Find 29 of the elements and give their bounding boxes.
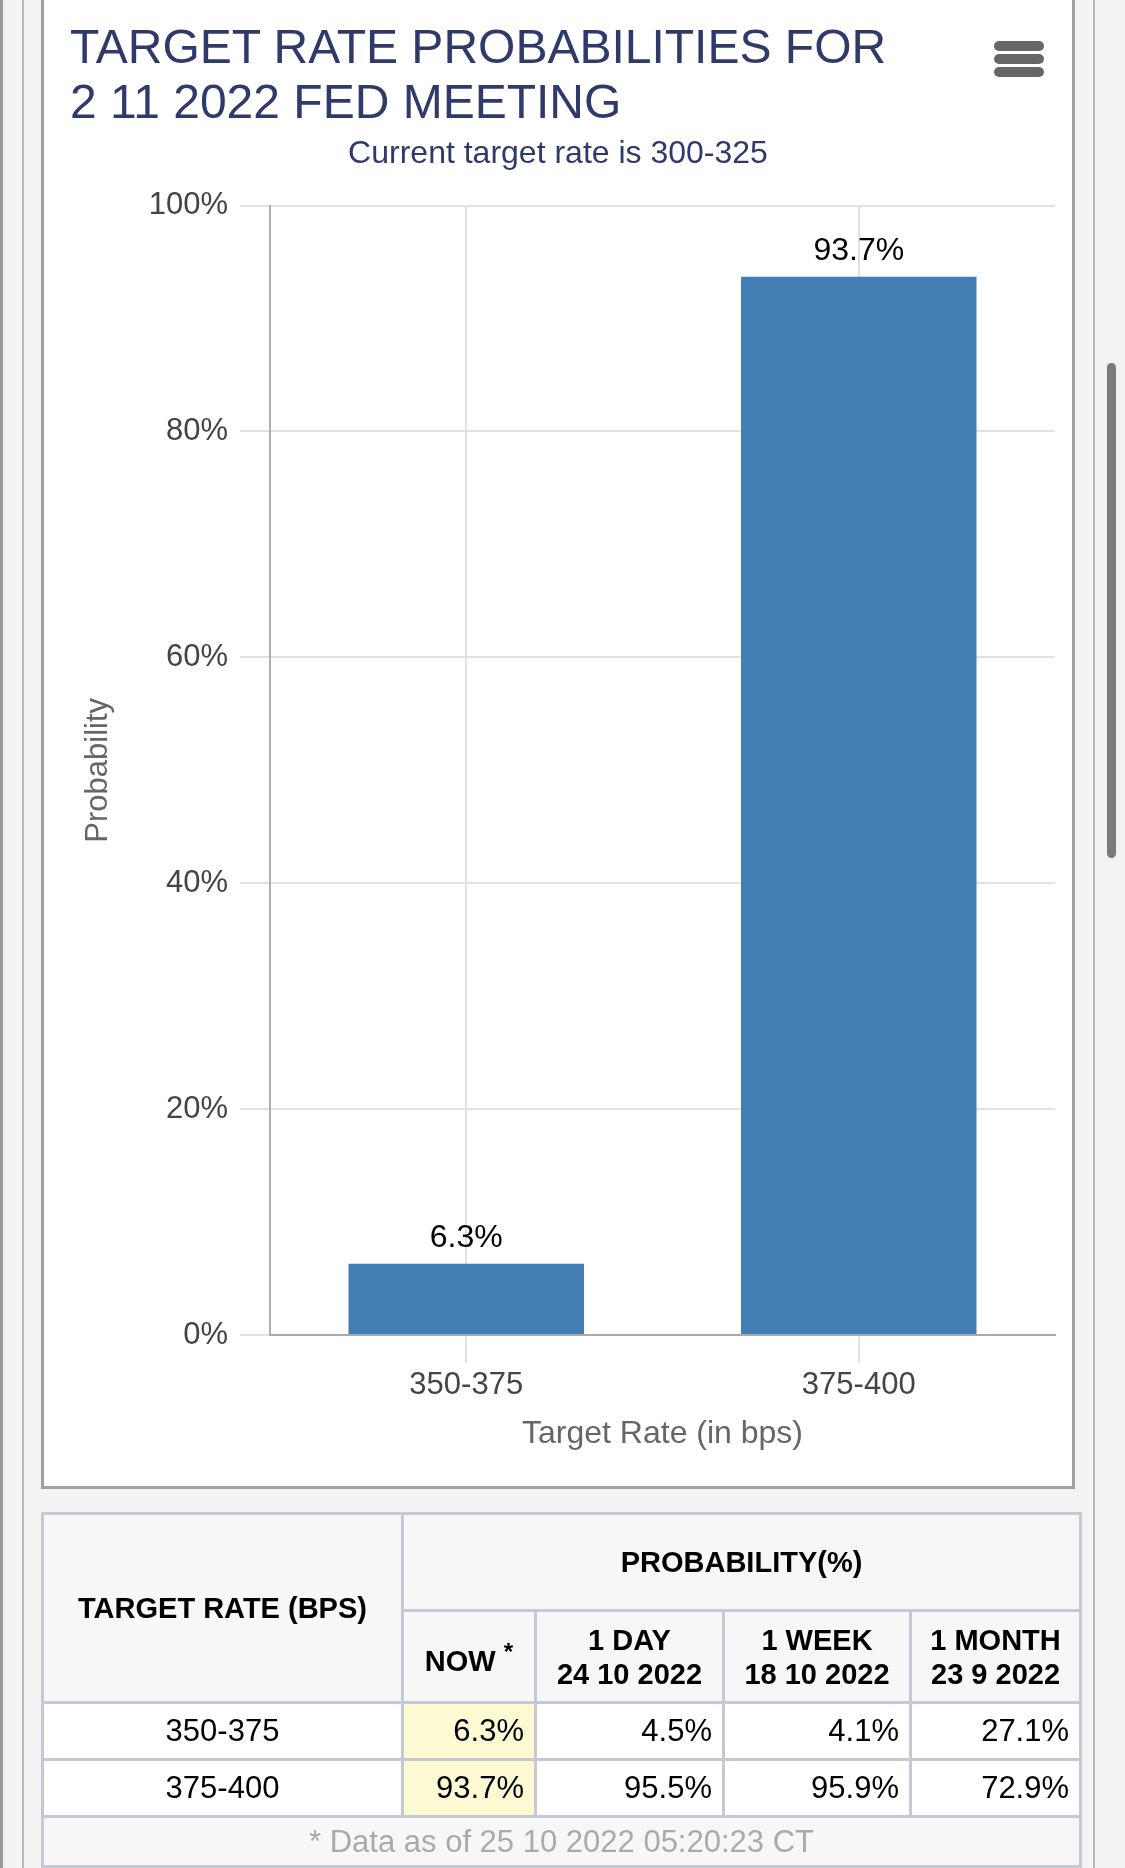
x-axis-title: Target Rate (in bps) (521, 1413, 804, 1450)
y-tick-label: 0% (183, 1315, 228, 1351)
data-label: 72.9% (910, 1759, 1081, 1817)
data-label: 4.5% (535, 1702, 724, 1760)
y-axis-title: Probability (79, 697, 115, 843)
data-label: 93.7% (402, 1759, 536, 1817)
data-label: 95.5% (535, 1759, 724, 1817)
chart-subtitle: Current target rate is 300-325 (347, 133, 769, 171)
y-tick-label: 60% (165, 637, 228, 673)
series-label: 1 MONTH 23 9 2022 (910, 1610, 1081, 1703)
y-tick-label: 20% (165, 1089, 228, 1125)
data-label: 27.1% (910, 1702, 1081, 1760)
series-label: 1 DAY 24 10 2022 (535, 1610, 724, 1703)
category-label: 375-400 (42, 1759, 403, 1817)
data-label: 4.1% (723, 1702, 911, 1760)
text: TARGET RATE (BPS) (42, 1513, 403, 1703)
y-tick-label: 80% (165, 412, 228, 448)
text: * Data as of 25 10 2022 05:20:23 CT (42, 1816, 1081, 1867)
data-label: 95.9% (723, 1759, 911, 1817)
category-label: 350-375 (42, 1702, 403, 1760)
data-label: 6.3% (429, 1217, 503, 1254)
text: PROBABILITY(%) (402, 1513, 1081, 1611)
y-tick-label: 100% (148, 186, 228, 222)
series-label: NOW $^{*}$ (402, 1610, 536, 1703)
series-label: 1 WEEK 18 10 2022 (723, 1610, 911, 1703)
y-tick-label: 40% (165, 863, 228, 899)
data-label: 6.3% (402, 1702, 536, 1760)
data-label: 93.7% (813, 230, 905, 267)
chart-title: TARGET RATE PROBABILITIES FOR 2 11 2022 FED MEETING (70, 19, 888, 129)
